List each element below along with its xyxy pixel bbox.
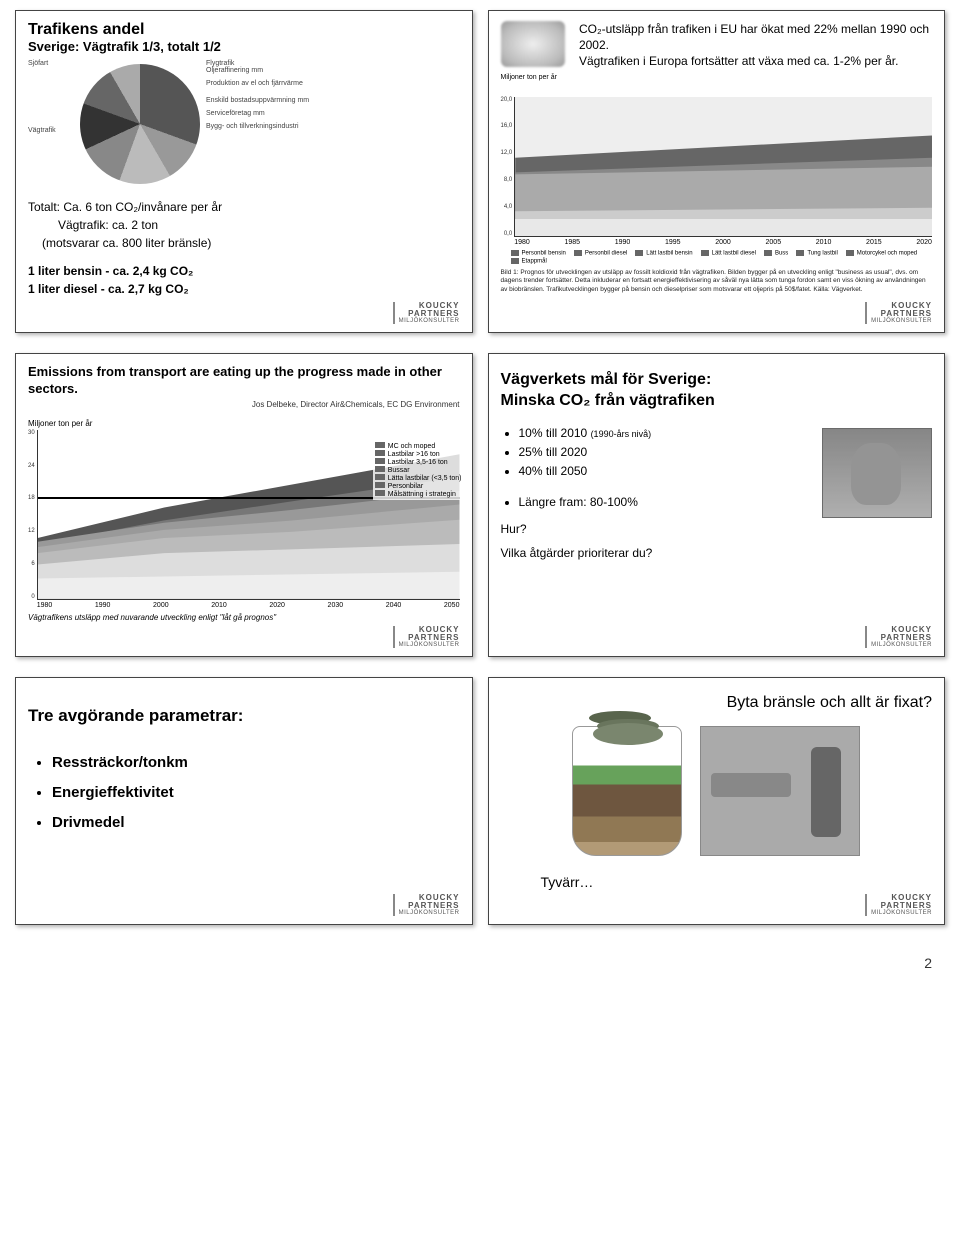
- slide1-equiv: (motsvarar ca. 800 liter bränsle): [28, 234, 460, 252]
- question-how: Hur?: [501, 522, 933, 536]
- slide-trafikens-andel: Trafikens andel Sverige: Vägtrafik 1/3, …: [15, 10, 473, 333]
- smoke-image: [501, 21, 565, 67]
- logo: KOUCKYPARTNERSMILJÖKONSULTER: [393, 302, 460, 324]
- slide2-intro2: Vägtrafiken i Europa fortsätter att växa…: [579, 53, 932, 69]
- slide-tre-parametrar: Tre avgörande parametrar: Ressträckor/to…: [15, 677, 473, 925]
- xtick: 1990: [615, 239, 631, 246]
- slide1-title: Trafikens andel: [28, 21, 460, 39]
- xtick: 1980: [37, 602, 53, 609]
- ytick: 8,0: [501, 177, 513, 183]
- slide1-road: Vägtrafik: ca. 2 ton: [28, 216, 460, 234]
- xtick: 2020: [269, 602, 285, 609]
- ytick: 30: [28, 430, 35, 436]
- ytick: 20,0: [501, 97, 513, 103]
- ytick: 0,0: [501, 231, 513, 237]
- slide-vagverkets-mal: Vägverkets mål för Sverige: Minska CO₂ f…: [488, 353, 946, 657]
- chart-caption: Bild 1: Prognos för utvecklingen av utsl…: [501, 269, 933, 294]
- goal-line: [38, 497, 460, 598]
- slide6-footer: Tyvärr…: [541, 874, 933, 890]
- slide1-subtitle: Sverige: Vägtrafik 1/3, totalt 1/2: [28, 39, 460, 54]
- slide1-diesel: 1 liter diesel - ca. 2,7 kg CO₂: [28, 280, 460, 298]
- slide5-title: Tre avgörande parametrar:: [28, 706, 460, 726]
- slide1-bensin: 1 liter bensin - ca. 2,4 kg CO₂: [28, 262, 460, 280]
- xtick: 1990: [95, 602, 111, 609]
- ytick: 24: [28, 463, 35, 469]
- xtick: 2010: [816, 239, 832, 246]
- xtick: 1995: [665, 239, 681, 246]
- quote-attr: Jos Delbeke, Director Air&Chemicals, EC …: [28, 400, 460, 409]
- xtick: 2020: [916, 239, 932, 246]
- xtick: 2040: [386, 602, 402, 609]
- ytick: 18: [28, 495, 35, 501]
- slide-emissions-quote: Emissions from transport are eating up t…: [15, 353, 473, 657]
- xtick: 2005: [766, 239, 782, 246]
- chart-caption: Vägtrafikens utsläpp med nuvarande utvec…: [28, 613, 460, 622]
- pie-label: Sjöfart: [28, 60, 74, 67]
- xtick: 1980: [514, 239, 530, 246]
- ytick: 6: [28, 561, 35, 567]
- slide-byta-bransle: Byta bränsle och allt är fixat? Tyvärr… …: [488, 677, 946, 925]
- xtick: 2010: [211, 602, 227, 609]
- xtick: 1985: [564, 239, 580, 246]
- xtick: 2000: [153, 602, 169, 609]
- slide2-intro1: CO₂-utsläpp från trafiken i EU har ökat …: [579, 21, 932, 53]
- title-line1: Vägverkets mål för Sverige:: [501, 371, 712, 388]
- y-axis-title: Miljoner ton per år: [28, 419, 460, 428]
- quote: Emissions from transport are eating up t…: [28, 364, 460, 398]
- slide-co2-prognos: CO₂-utsläpp från trafiken i EU har ökat …: [488, 10, 946, 333]
- ytick: 16,0: [501, 123, 513, 129]
- slide6-title: Byta bränsle och allt är fixat?: [501, 694, 933, 712]
- legend: MC och mopedLastbilar >16 ton Lastbilar …: [373, 440, 464, 500]
- ytick: 4,0: [501, 204, 513, 210]
- logo: KOUCKYPARTNERSMILJÖKONSULTER: [865, 894, 932, 916]
- ytick: 0: [28, 594, 35, 600]
- pie-label: Bygg- och tillverkningsindustri: [206, 123, 460, 130]
- param-bullets: Ressträckor/tonkm Energieffektivitet Dri…: [36, 748, 460, 838]
- ytick: 12: [28, 528, 35, 534]
- slide1-total: Totalt: Ca. 6 ton CO₂/invånare per år: [28, 198, 460, 216]
- question-priority: Vilka åtgärder prioriterar du?: [501, 546, 933, 560]
- page-number: 2: [0, 925, 960, 975]
- pie-label: Produktion av el och fjärrvärme: [206, 80, 460, 87]
- area-chart-small: [514, 97, 932, 237]
- pie-label: Enskild bostadsuppvärmning mm: [206, 97, 460, 104]
- xtick: 2000: [715, 239, 731, 246]
- ytick: 12,0: [501, 150, 513, 156]
- title-line2: Minska CO₂ från vägtrafiken: [501, 392, 715, 409]
- portrait-image: [822, 428, 932, 518]
- xtick: 2030: [328, 602, 344, 609]
- pie-label: Serviceföretag mm: [206, 110, 460, 117]
- y-axis-title: Miljoner ton per år: [501, 74, 933, 81]
- logo: KOUCKYPARTNERSMILJÖKONSULTER: [865, 302, 932, 324]
- pie-label: Vägtrafik: [28, 127, 74, 134]
- pump-image: [700, 726, 860, 856]
- jar-image: [572, 726, 682, 856]
- pie-chart: [80, 64, 200, 184]
- logo: KOUCKYPARTNERSMILJÖKONSULTER: [865, 626, 932, 648]
- xtick: 2015: [866, 239, 882, 246]
- logo: KOUCKYPARTNERSMILJÖKONSULTER: [393, 894, 460, 916]
- xtick: 2050: [444, 602, 460, 609]
- logo: KOUCKYPARTNERSMILJÖKONSULTER: [393, 626, 460, 648]
- area-chart-large: MC och mopedLastbilar >16 ton Lastbilar …: [37, 430, 460, 600]
- pie-label: Oljeraffinering mm: [206, 67, 460, 74]
- legend: Personbil bensinPersonbil diesel Lätt la…: [511, 250, 933, 265]
- pie-label: Flygtrafik: [206, 60, 460, 67]
